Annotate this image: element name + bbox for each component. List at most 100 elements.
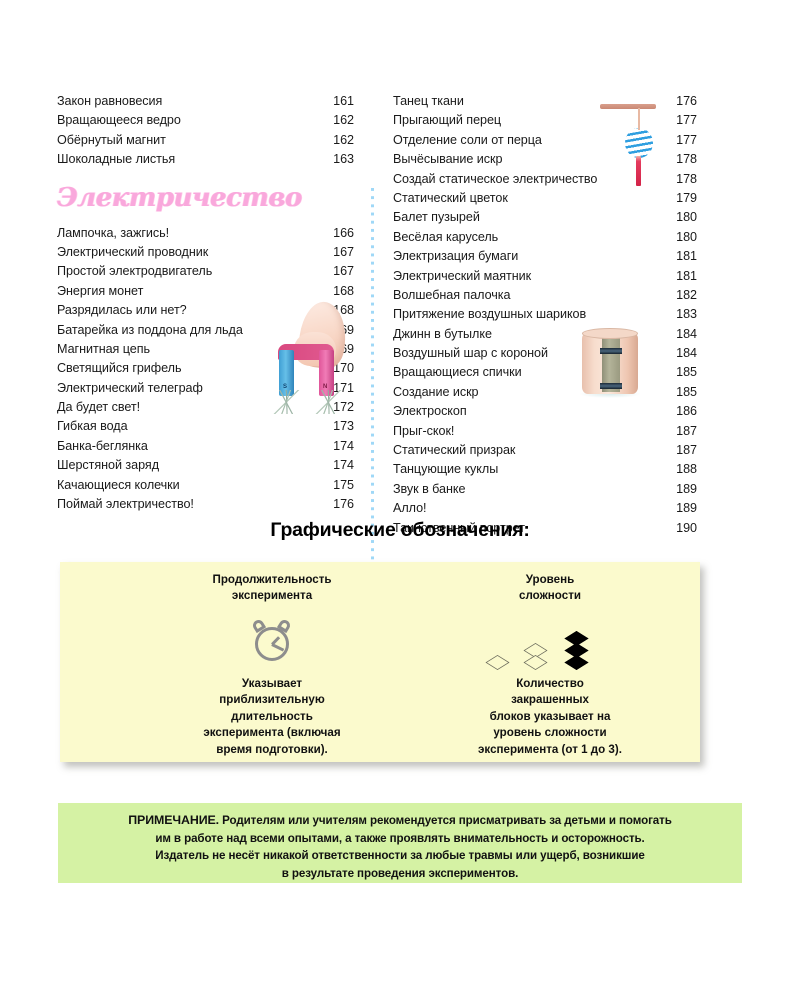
toc-right-column: Танец ткани 176 Прыгающий перец 177 Отделени… bbox=[393, 92, 697, 538]
legend-difficulty-text: Количество закрашенных блоков указывает на… bbox=[400, 676, 700, 758]
toc-entry-title: Весёлая карусель bbox=[393, 229, 499, 244]
toc-entry-title: Электрический проводник bbox=[57, 244, 209, 259]
legend-difficulty-icon-wrap bbox=[400, 614, 700, 670]
toc-entry[interactable]: Закон равновесия 161 bbox=[57, 92, 354, 111]
toc-entry[interactable]: Светящийся грифель 170 bbox=[57, 359, 354, 378]
toc-entry[interactable]: Джинн в бутылке 184 bbox=[393, 325, 697, 344]
toc-entry[interactable]: Алло! 189 bbox=[393, 499, 697, 518]
legend-duration-cell: Продолжительность эксперимента Указывает… bbox=[122, 562, 422, 762]
toc-entry-page: 173 bbox=[333, 419, 354, 434]
note-box: ПРИМЕЧАНИЕ. Родителям или учителям реком… bbox=[58, 803, 742, 883]
magnet-s-label: S bbox=[283, 384, 288, 390]
toc-entry-title: Разрядилась или нет? bbox=[57, 303, 187, 318]
toc-entry[interactable]: Обёрнутый магнит 162 bbox=[57, 131, 354, 150]
toc-entry-title: Прыг-скок! bbox=[393, 423, 455, 438]
toc-entry-page: 188 bbox=[676, 462, 697, 477]
toc-entry[interactable]: Танцующие куклы 188 bbox=[393, 460, 697, 479]
toc-entry-title: Светящийся грифель bbox=[57, 361, 182, 376]
clock-face bbox=[255, 627, 289, 661]
toc-entry[interactable]: Прыгающий перец 177 bbox=[393, 111, 697, 130]
magnet-north-pole bbox=[319, 350, 334, 396]
toc-entry[interactable]: Вращающееся ведро 162 bbox=[57, 111, 354, 130]
toc-entry[interactable]: Танец ткани 176 bbox=[393, 92, 697, 111]
toc-entry[interactable]: Электрический проводник 167 bbox=[57, 243, 354, 262]
legend-difficulty-caption: Уровень сложности bbox=[400, 572, 700, 604]
legend-difficulty-caption-line1: Уровень bbox=[525, 573, 575, 586]
difficulty-diamonds-icon bbox=[485, 618, 615, 670]
toc-entry[interactable]: Шоколадные листья 163 bbox=[57, 150, 354, 169]
toc-entry-page: 162 bbox=[333, 113, 354, 128]
toc-entry[interactable]: Балет пузырей 180 bbox=[393, 208, 697, 227]
toc-entry[interactable]: Притяжение воздушных шариков 183 bbox=[393, 305, 697, 324]
toc-entry-title: Создай статическое электричество bbox=[393, 171, 598, 186]
paper-clips-left bbox=[270, 390, 304, 414]
toc-entry[interactable]: Электризация бумаги 181 bbox=[393, 247, 697, 266]
toc-entry-title: Вычёсывание искр bbox=[393, 152, 503, 167]
legend-difficulty-cell: Уровень сложности Количество закрашенных б… bbox=[400, 562, 700, 762]
pendulum-red-rod bbox=[636, 156, 641, 186]
toc-entry[interactable]: Создай статическое электричество 178 bbox=[393, 170, 697, 189]
toc-entry-title: Джинн в бутылке bbox=[393, 326, 492, 341]
toc-entry[interactable]: Создание искр 185 bbox=[393, 383, 697, 402]
toc-entry[interactable]: Вращающиеся спички 185 bbox=[393, 363, 697, 382]
toc-entry-page: 174 bbox=[333, 458, 354, 473]
toc-entry-title: Банка-беглянка bbox=[57, 438, 148, 453]
toc-entry-title: Батарейка из поддона для льда bbox=[57, 322, 243, 337]
toc-entry[interactable]: Поймай электричество! 176 bbox=[57, 495, 354, 514]
toc-entry[interactable]: Гибкая вода 173 bbox=[57, 417, 354, 436]
toc-entry-title: Таинственный портрет bbox=[393, 520, 525, 535]
toc-entry[interactable]: Волшебная палочка 182 bbox=[393, 286, 697, 305]
note-line: ПРИМЕЧАНИЕ. Родителям или учителям реком… bbox=[128, 813, 672, 827]
toc-entry[interactable]: Статический призрак 187 bbox=[393, 441, 697, 460]
table-of-contents: Закон равновесия 161 Вращающееся ведро 162 О… bbox=[0, 92, 800, 584]
toc-entry[interactable]: Вычёсывание искр 178 bbox=[393, 150, 697, 169]
toc-entry-page: 178 bbox=[676, 152, 697, 167]
legend-text-line: блоков указывает на bbox=[489, 709, 611, 723]
toc-entry[interactable]: Воздушный шар с короной 184 bbox=[393, 344, 697, 363]
toc-entry[interactable]: Весёлая карусель 180 bbox=[393, 228, 697, 247]
toc-entry-page: 176 bbox=[676, 94, 697, 108]
toc-entry-page: 177 bbox=[676, 132, 697, 147]
toc-entry-title: Прыгающий перец bbox=[393, 113, 502, 128]
legend-text-line: закрашенных bbox=[511, 693, 589, 707]
toc-entry-title: Магнитная цепь bbox=[57, 341, 151, 356]
tin-can-icon bbox=[578, 326, 644, 398]
legend-duration-caption-line2: эксперимента bbox=[231, 589, 313, 602]
paper-clips-right bbox=[312, 390, 346, 414]
toc-entry-title: Простой электродвигатель bbox=[57, 264, 213, 279]
pendulum-thread bbox=[638, 108, 640, 130]
legend-box: Продолжительность эксперимента Указывает… bbox=[60, 562, 700, 762]
legend-duration-icon-wrap bbox=[122, 614, 422, 670]
toc-entry[interactable]: Электроскоп 186 bbox=[393, 402, 697, 421]
toc-entry[interactable]: Отделение соли от перца 177 bbox=[393, 131, 697, 150]
toc-entry[interactable]: Банка-беглянка 174 bbox=[57, 437, 354, 456]
toc-entry[interactable]: Таинственный портрет 190 bbox=[393, 519, 697, 538]
toc-entry-page: 166 bbox=[333, 225, 354, 240]
toc-entry-page: 184 bbox=[676, 346, 697, 361]
toc-entry-title: Обёрнутый магнит bbox=[57, 132, 166, 147]
toc-entry[interactable]: Статический цветок 179 bbox=[393, 189, 697, 208]
diamond-outline bbox=[485, 655, 510, 670]
toc-entry[interactable]: Энергия монет 168 bbox=[57, 282, 354, 301]
toc-entry[interactable]: Лампочка, зажгись! 166 bbox=[57, 224, 354, 243]
toc-entry-page: 177 bbox=[676, 113, 697, 128]
toc-entry-page: 176 bbox=[333, 497, 354, 512]
toc-entry-page: 187 bbox=[676, 443, 697, 458]
toc-entry[interactable]: Прыг-скок! 187 bbox=[393, 422, 697, 441]
toc-entry-title: Создание искр bbox=[393, 384, 479, 399]
toc-entry-title: Волшебная палочка bbox=[393, 287, 511, 302]
toc-entry-title: Закон равновесия bbox=[57, 94, 163, 108]
toc-entry-page: 168 bbox=[333, 283, 354, 298]
toc-entry-page: 185 bbox=[676, 365, 697, 380]
toc-entry[interactable]: Электрический маятник 181 bbox=[393, 267, 697, 286]
toc-entry[interactable]: Шерстяной заряд 174 bbox=[57, 456, 354, 475]
legend-text-line: длительность bbox=[231, 709, 313, 723]
toc-entry[interactable]: Качающиеся колечки 175 bbox=[57, 476, 354, 495]
toc-entry-page: 185 bbox=[676, 384, 697, 399]
toc-entry[interactable]: Звук в банке 189 bbox=[393, 480, 697, 499]
toc-entry[interactable]: Простой электродвигатель 167 bbox=[57, 262, 354, 281]
toc-entry-page: 190 bbox=[676, 520, 697, 535]
toc-entry-title: Воздушный шар с короной bbox=[393, 346, 548, 361]
alarm-clock-icon bbox=[250, 617, 293, 664]
toc-entry-page: 181 bbox=[676, 249, 697, 264]
